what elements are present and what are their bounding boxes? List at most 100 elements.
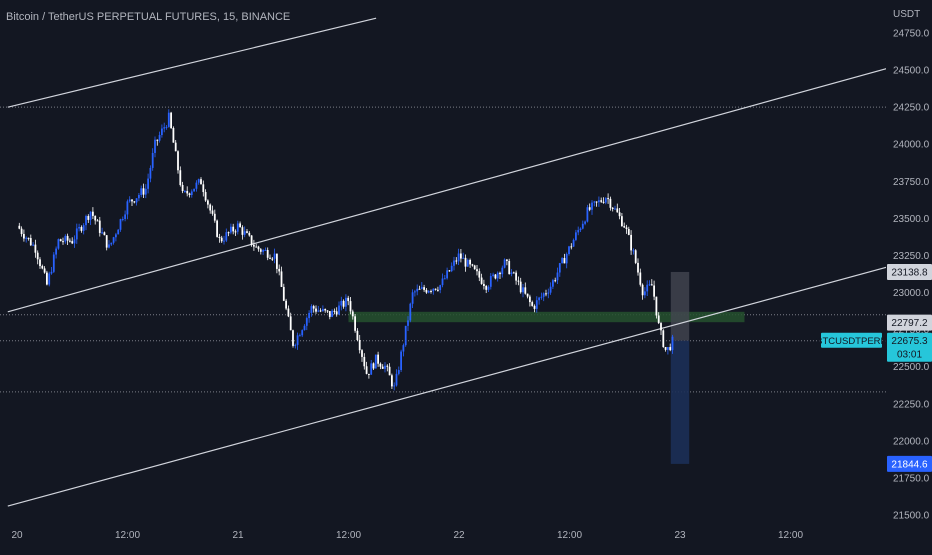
candle-body bbox=[423, 287, 425, 290]
candle-body bbox=[92, 211, 94, 216]
x-axis-tick-label: 12:00 bbox=[778, 530, 803, 541]
candle-body bbox=[657, 315, 660, 324]
candle-body bbox=[556, 272, 559, 281]
candle-body bbox=[427, 290, 430, 293]
candle-body bbox=[287, 308, 290, 317]
candle-body bbox=[577, 230, 580, 233]
candle-body bbox=[248, 232, 251, 236]
candle-body bbox=[140, 188, 143, 196]
candle-body bbox=[492, 274, 494, 276]
candle-body bbox=[660, 323, 662, 331]
symbol-badge bbox=[821, 332, 882, 348]
candle-body bbox=[195, 182, 198, 189]
candle-body bbox=[124, 214, 126, 219]
candle-body bbox=[441, 278, 444, 286]
candle-body bbox=[623, 226, 626, 228]
candle-body bbox=[94, 215, 97, 221]
candle-body bbox=[646, 284, 649, 292]
candle-body bbox=[593, 201, 596, 203]
candle-body bbox=[480, 277, 483, 284]
candle-body bbox=[207, 200, 209, 205]
candle-body bbox=[204, 192, 207, 201]
candle-body bbox=[218, 236, 221, 238]
y-axis-tick-label: 22250.0 bbox=[893, 399, 930, 410]
candle-body bbox=[540, 296, 543, 298]
candle-body bbox=[409, 303, 412, 321]
candle-body bbox=[48, 273, 51, 285]
x-axis-tick-label: 23 bbox=[674, 530, 686, 541]
candle-body bbox=[101, 232, 103, 234]
candle-body bbox=[241, 227, 244, 235]
candle-body bbox=[588, 207, 591, 210]
candle-body bbox=[25, 237, 28, 239]
y-axis-tick-label: 24250.0 bbox=[893, 103, 930, 114]
candle-body bbox=[18, 225, 21, 229]
candle-body bbox=[349, 301, 352, 312]
candle-body bbox=[264, 249, 267, 251]
candle-body bbox=[225, 232, 228, 241]
candle-body bbox=[538, 297, 540, 301]
candle-body bbox=[407, 320, 409, 326]
candle-body bbox=[469, 259, 471, 265]
candle-body bbox=[510, 272, 513, 275]
candle-body bbox=[126, 201, 129, 215]
candle-body bbox=[358, 340, 361, 351]
candle-body bbox=[411, 292, 414, 304]
candle-body bbox=[616, 208, 619, 213]
candle-body bbox=[253, 244, 255, 247]
x-axis-tick-label: 20 bbox=[11, 530, 23, 541]
candle-body bbox=[98, 220, 101, 233]
candle-body bbox=[611, 207, 614, 209]
candle-body bbox=[71, 241, 74, 244]
candle-body bbox=[89, 211, 92, 220]
candle-body bbox=[618, 212, 621, 217]
candle-body bbox=[43, 268, 46, 273]
candle-body bbox=[282, 286, 285, 301]
candle-body bbox=[121, 218, 124, 220]
candle-body bbox=[496, 272, 499, 279]
candle-body bbox=[561, 258, 563, 264]
candle-body bbox=[255, 246, 258, 248]
candle-body bbox=[156, 139, 159, 141]
candle-body bbox=[639, 272, 642, 285]
candle-body bbox=[172, 128, 175, 143]
candle-body bbox=[105, 235, 108, 248]
candle-body bbox=[131, 199, 133, 202]
candle-body bbox=[644, 291, 646, 296]
candle-body bbox=[342, 300, 345, 307]
candle-body bbox=[655, 296, 658, 316]
candle-body bbox=[455, 260, 458, 262]
candle-body bbox=[269, 257, 271, 259]
candle-body bbox=[372, 363, 375, 369]
candle-body bbox=[128, 199, 131, 202]
candle-body bbox=[662, 330, 665, 348]
candle-body bbox=[262, 250, 264, 252]
candle-body bbox=[20, 228, 23, 235]
candle-body bbox=[598, 200, 600, 203]
candle-body bbox=[232, 226, 235, 232]
candle-body bbox=[542, 293, 545, 297]
candle-body bbox=[117, 229, 120, 235]
candle-body bbox=[227, 232, 230, 234]
candle-body bbox=[374, 354, 377, 369]
y-axis-tick-label: 23250.0 bbox=[893, 251, 930, 262]
candle-body bbox=[432, 288, 435, 292]
candle-body bbox=[381, 366, 384, 369]
channel-trend-line bbox=[7, 266, 886, 507]
candle-body bbox=[402, 345, 405, 352]
candle-body bbox=[46, 272, 48, 285]
candle-body bbox=[66, 235, 69, 241]
candle-body bbox=[62, 241, 64, 243]
candle-body bbox=[73, 239, 76, 244]
candle-body bbox=[181, 184, 184, 192]
candle-body bbox=[591, 202, 593, 210]
candle-body bbox=[246, 231, 248, 233]
candle-body bbox=[508, 260, 511, 275]
symbol-badge-text: BTCUSDTPERP bbox=[816, 336, 887, 347]
candle-body bbox=[328, 311, 331, 317]
candle-body bbox=[584, 221, 586, 224]
candle-body bbox=[499, 272, 501, 275]
candle-body bbox=[294, 344, 297, 346]
